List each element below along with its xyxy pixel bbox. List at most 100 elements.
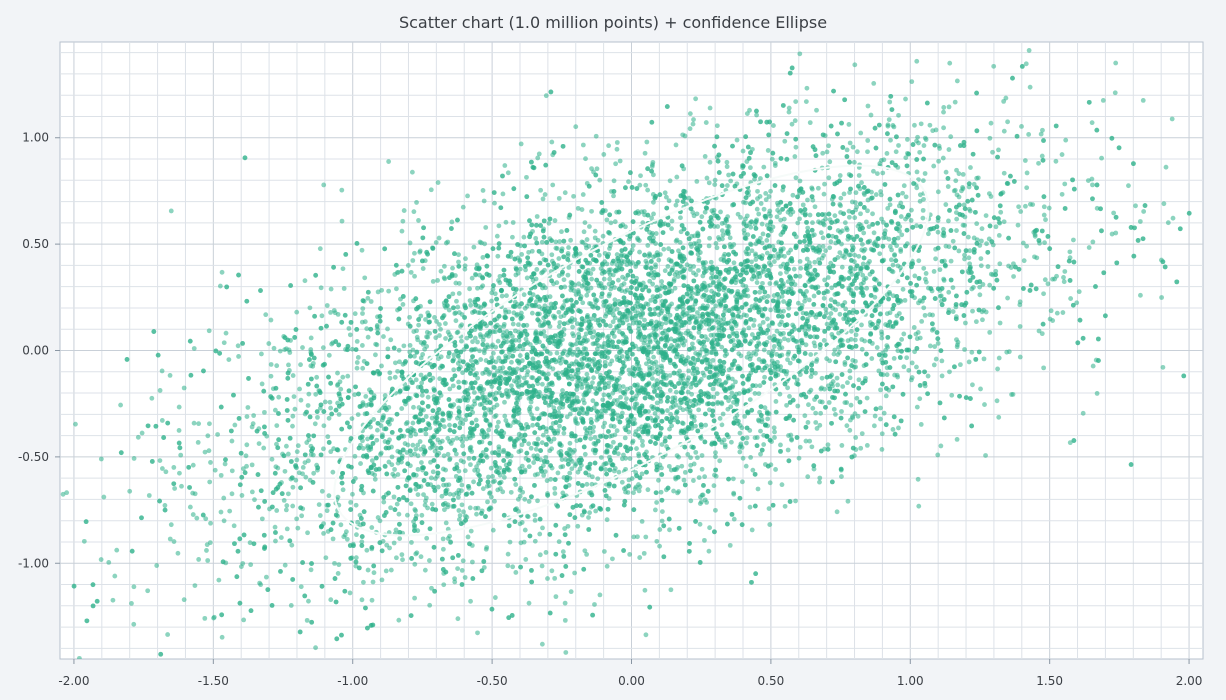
scatter-point: [642, 150, 648, 156]
scatter-point: [696, 268, 701, 273]
scatter-point: [691, 478, 696, 483]
scatter-point: [494, 233, 500, 239]
scatter-point: [510, 234, 515, 240]
scatter-point: [347, 590, 353, 596]
scatter-point: [226, 357, 232, 363]
scatter-point: [350, 491, 355, 497]
scatter-point: [914, 138, 919, 144]
scatter-point: [1042, 240, 1047, 246]
scatter-point: [840, 384, 846, 389]
scatter-point: [262, 409, 267, 415]
scatter-point: [295, 443, 301, 449]
scatter-point: [584, 481, 590, 487]
scatter-point: [595, 476, 601, 482]
scatter-point: [412, 250, 417, 256]
scatter-point: [797, 273, 803, 279]
scatter-point: [588, 301, 594, 307]
scatter-point: [524, 174, 529, 180]
scatter-point: [1041, 365, 1047, 371]
scatter-point: [526, 464, 532, 470]
scatter-point: [987, 282, 993, 288]
scatter-point: [706, 548, 712, 554]
scatter-point: [728, 178, 734, 184]
scatter-point: [519, 252, 525, 257]
scatter-point: [1045, 281, 1051, 287]
scatter-point: [978, 386, 983, 392]
scatter-point: [257, 580, 263, 586]
scatter-point: [740, 455, 746, 461]
scatter-point: [325, 434, 331, 440]
scatter-point: [354, 338, 360, 344]
scatter-point: [663, 194, 669, 200]
scatter-point: [878, 387, 883, 393]
scatter-point: [667, 373, 673, 378]
scatter-point: [786, 105, 792, 111]
scatter-point: [731, 260, 737, 266]
scatter-point: [767, 335, 772, 341]
scatter-point: [590, 398, 596, 404]
scatter-point: [800, 202, 806, 208]
scatter-point: [1041, 204, 1047, 210]
scatter-point: [858, 445, 864, 451]
scatter-point: [222, 461, 228, 467]
scatter-point: [824, 149, 830, 155]
scatter-point: [806, 297, 812, 303]
scatter-point: [381, 334, 386, 339]
scatter-point: [664, 408, 670, 413]
scatter-point: [565, 272, 571, 278]
scatter-point: [719, 401, 725, 407]
scatter-point: [1015, 222, 1021, 228]
scatter-point: [564, 414, 570, 420]
scatter-point: [163, 469, 169, 475]
scatter-point: [613, 161, 619, 167]
scatter-point: [300, 464, 306, 470]
scatter-point: [1027, 84, 1033, 90]
scatter-point: [853, 332, 859, 338]
scatter-point: [914, 169, 920, 175]
scatter-point: [177, 470, 182, 476]
scatter-point: [231, 523, 237, 529]
scatter-point: [412, 595, 418, 601]
scatter-point: [713, 240, 719, 246]
scatter-point: [518, 315, 524, 321]
scatter-point: [565, 251, 571, 256]
scatter-point: [244, 414, 250, 419]
scatter-point: [927, 343, 933, 349]
scatter-point: [135, 434, 141, 440]
scatter-point: [610, 439, 616, 445]
scatter-point: [465, 193, 470, 199]
scatter-point: [691, 264, 697, 269]
scatter-point: [368, 299, 374, 304]
scatter-point: [988, 194, 994, 199]
scatter-point: [424, 535, 430, 541]
scatter-point: [1017, 324, 1023, 329]
scatter-point: [719, 344, 725, 350]
scatter-point: [687, 267, 693, 272]
scatter-point: [154, 563, 160, 568]
scatter-point: [916, 258, 922, 264]
scatter-point: [489, 344, 495, 349]
scatter-point: [772, 435, 777, 440]
scatter-point: [918, 422, 924, 427]
scatter-point: [567, 411, 573, 417]
scatter-point: [797, 444, 803, 450]
scatter-point: [945, 184, 951, 189]
scatter-point: [502, 399, 507, 405]
scatter-point: [803, 99, 809, 105]
scatter-point: [323, 555, 329, 561]
scatter-point: [807, 438, 813, 444]
scatter-point: [567, 347, 573, 352]
scatter-point: [711, 483, 717, 489]
scatter-point: [674, 198, 680, 204]
scatter-point: [208, 520, 213, 526]
scatter-point: [426, 558, 432, 563]
scatter-point: [417, 248, 423, 254]
scatter-point: [413, 377, 419, 383]
scatter-point: [756, 357, 762, 362]
scatter-point: [634, 401, 640, 407]
scatter-point: [249, 462, 255, 468]
scatter-point: [583, 156, 588, 162]
scatter-point: [549, 139, 555, 145]
scatter-point: [647, 338, 653, 343]
